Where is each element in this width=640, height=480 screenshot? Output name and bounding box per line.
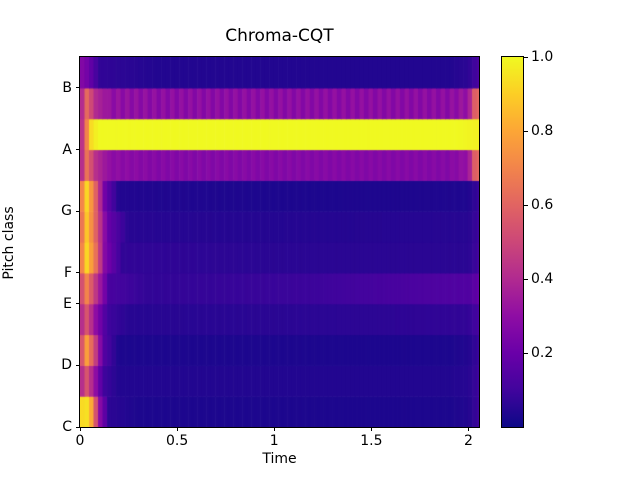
y-tick-mark xyxy=(76,272,80,274)
x-tick-mark xyxy=(468,427,469,431)
colorbar-tick-label: 0.4 xyxy=(531,271,554,287)
x-axis-label: Time xyxy=(262,451,297,467)
colorbar-tick-mark xyxy=(524,204,528,206)
x-tick-label: 0 xyxy=(75,433,85,449)
y-tick-mark xyxy=(76,87,80,89)
y-axis-label: Pitch class xyxy=(1,206,17,280)
y-tick-label: A xyxy=(62,141,72,158)
chart-title: Chroma-CQT xyxy=(225,26,334,46)
y-tick-label: F xyxy=(63,264,72,281)
y-tick-mark xyxy=(76,303,80,305)
chroma-heatmap-canvas xyxy=(80,57,479,427)
colorbar-tick-label: 0.6 xyxy=(531,197,554,213)
y-tick-label: D xyxy=(61,357,72,374)
y-tick-mark xyxy=(76,210,80,212)
x-tick-label: 2 xyxy=(464,433,473,449)
colorbar-tick-label: 1.0 xyxy=(531,49,554,65)
colorbar-tick-mark xyxy=(524,352,528,354)
x-tick-mark xyxy=(176,427,178,431)
x-tick-label: 1 xyxy=(269,433,279,449)
colorbar-tick-label: 0.8 xyxy=(531,123,554,139)
y-tick-mark xyxy=(76,364,80,366)
colorbar-tick-mark xyxy=(524,278,528,280)
colorbar xyxy=(501,56,524,428)
y-tick-mark xyxy=(76,149,80,150)
y-tick-label: B xyxy=(62,79,72,96)
y-tick-label: E xyxy=(63,295,72,312)
x-tick-mark xyxy=(370,427,372,431)
y-tick-mark xyxy=(76,426,80,428)
y-tick-label: G xyxy=(61,203,72,220)
y-tick-label: C xyxy=(62,419,72,435)
x-tick-mark xyxy=(79,427,81,431)
colorbar-gradient xyxy=(502,57,523,427)
colorbar-tick-mark xyxy=(524,56,528,58)
x-tick-mark xyxy=(273,427,275,431)
plot-area xyxy=(79,56,480,428)
x-tick-label: 0.5 xyxy=(165,433,189,449)
colorbar-tick-mark xyxy=(524,130,528,132)
x-tick-label: 1.5 xyxy=(360,433,383,449)
colorbar-tick-label: 0.2 xyxy=(531,345,554,361)
